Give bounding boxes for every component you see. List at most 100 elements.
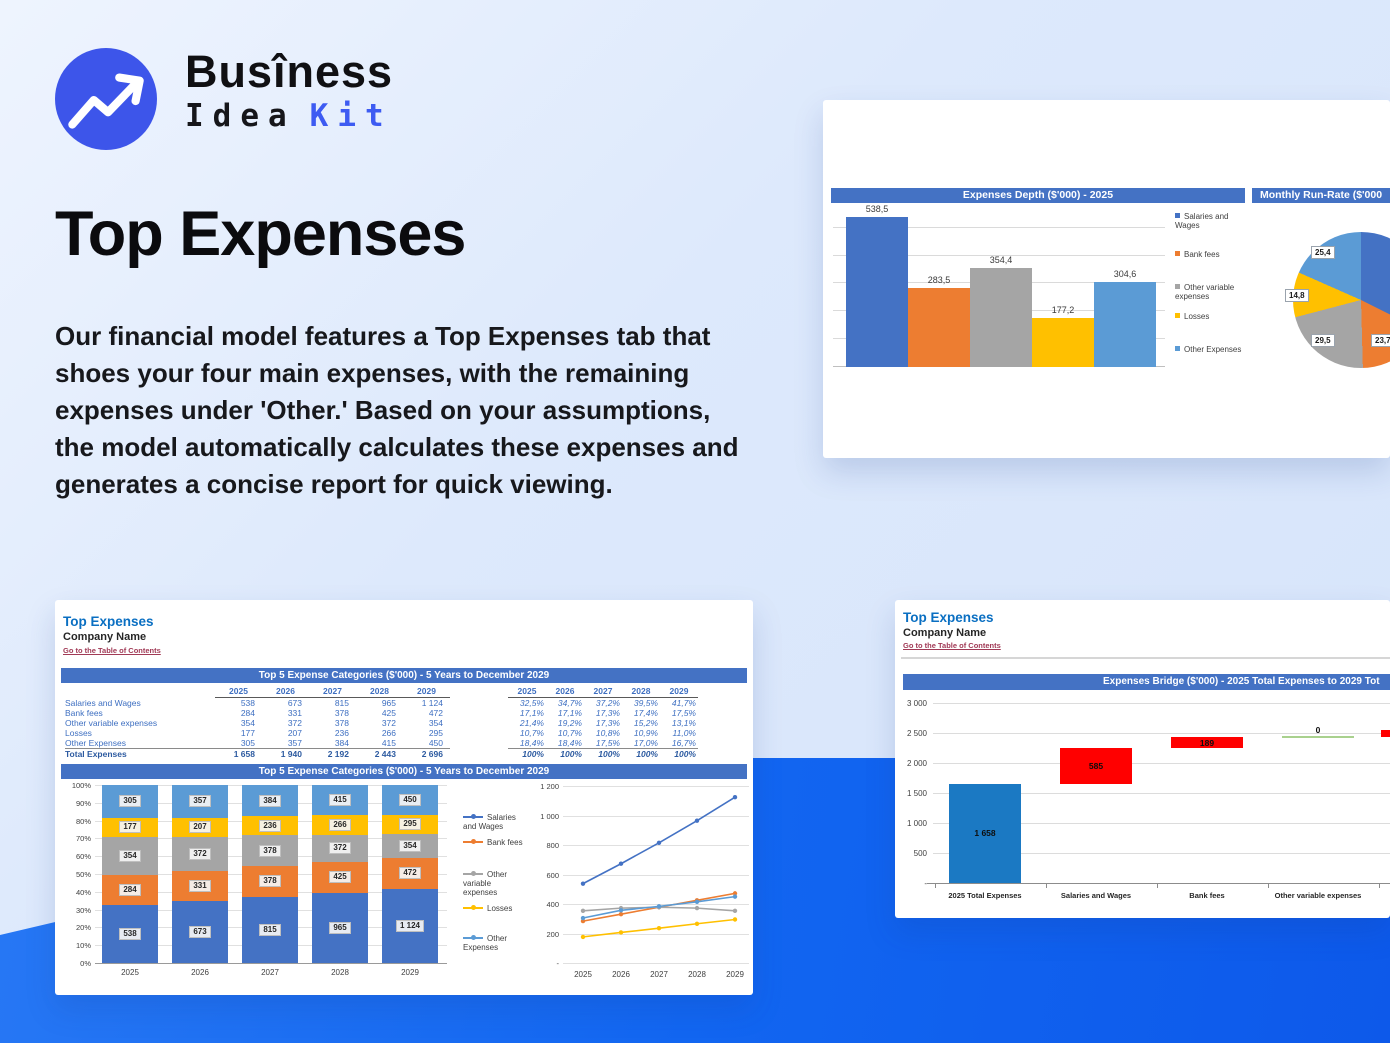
- y-axis-label: -: [556, 959, 560, 968]
- bar-value-label: 354,4: [989, 255, 1013, 266]
- legend-item: Bank fees: [463, 838, 525, 847]
- table-cell: 207: [287, 728, 302, 738]
- logo: Busîness Idea Kit: [55, 48, 393, 150]
- y-axis-label: 60%: [75, 852, 91, 862]
- table-cell: [450, 718, 508, 728]
- stacked-bar-2025: 538 284 354 177 305: [102, 785, 158, 963]
- table-cell: 538: [240, 698, 255, 708]
- legend-line-marker-icon: [463, 935, 483, 940]
- bar-segment: 284: [102, 874, 158, 906]
- bar-segment: 1 124: [382, 888, 438, 963]
- x-axis-label: Salaries and Wages: [1060, 891, 1132, 900]
- segment-value-label: 538: [119, 928, 141, 941]
- logo-word-idea: Idea: [185, 98, 296, 134]
- grid-line: [563, 904, 749, 905]
- table-cell: Other Expenses: [65, 738, 126, 748]
- segment-value-label: 673: [189, 926, 211, 939]
- segment-value-label: 378: [259, 844, 281, 857]
- table-cell: 472: [428, 708, 443, 718]
- segment-value-label: 207: [189, 821, 211, 834]
- bar-segment: 357: [172, 785, 228, 818]
- y-axis-label: 1 500: [906, 789, 927, 798]
- bar-1: [908, 288, 970, 367]
- table-cell: 15,2%: [633, 718, 658, 728]
- logo-wordmark: Busîness Idea Kit: [185, 48, 393, 136]
- grid-line: [563, 786, 749, 787]
- grid-line: [563, 963, 749, 964]
- logo-word-idea-kit: Idea Kit: [185, 96, 393, 136]
- segment-value-label: 415: [329, 794, 351, 807]
- table-cell: 2028: [622, 685, 660, 698]
- hero-paragraph: Our financial model features a Top Expen…: [55, 321, 739, 499]
- table-cell: 236: [334, 728, 349, 738]
- table-cell: [65, 685, 215, 698]
- axis-tick: [1379, 884, 1380, 888]
- logo-trend-up-icon: [55, 48, 157, 150]
- table-cell: 39,5%: [633, 698, 658, 708]
- sheet-title: Top Expenses: [903, 610, 994, 625]
- segment-value-label: 354: [119, 849, 141, 862]
- segment-value-label: 284: [119, 884, 141, 896]
- table-cell: 18,4%: [557, 738, 582, 748]
- legend-item: Losses: [1175, 312, 1251, 321]
- waterfall-bar: 1 658: [949, 783, 1021, 883]
- legend-item: Salaries and Wages: [463, 813, 516, 831]
- x-axis-label: Losses: [1362, 891, 1390, 900]
- table-cell: 1 940: [262, 748, 309, 759]
- table-cell: 17,3%: [595, 718, 620, 728]
- bar-segment: 472: [382, 857, 438, 889]
- segment-value-label: 305: [119, 795, 141, 808]
- axis-tick: [935, 884, 936, 888]
- top5-table-banner: Top 5 Expense Categories ($'000) - 5 Yea…: [61, 668, 747, 683]
- stacked-bar-2028: 965 425 372 266 415: [312, 785, 368, 963]
- table-cell: [450, 728, 508, 738]
- table-cell: 17,1%: [519, 708, 544, 718]
- y-axis-label: 30%: [75, 905, 91, 915]
- table-cell: 331: [287, 708, 302, 718]
- grid-line: [933, 793, 1390, 794]
- legend-item: Other variable expenses: [463, 870, 508, 897]
- expenses-depth-card: Expenses Depth ($'000) - 2025 Monthly Ru…: [823, 100, 1390, 458]
- table-of-contents-link[interactable]: Go to the Table of Contents: [63, 646, 161, 655]
- x-axis-label: 2028: [331, 968, 349, 977]
- table-cell: [450, 748, 508, 759]
- table-cell: 2025: [215, 685, 262, 698]
- top5-chart-banner: Top 5 Expense Categories ($'000) - 5 Yea…: [61, 764, 747, 779]
- bar-2: [970, 268, 1032, 367]
- pie-slice-label: 29,5: [1311, 334, 1335, 347]
- table-cell: 100%: [622, 748, 660, 759]
- segment-value-label: 450: [399, 793, 421, 806]
- table-cell: 965: [381, 698, 396, 708]
- legend-swatch-icon: [1175, 213, 1180, 218]
- legend-item: Losses: [463, 904, 525, 913]
- y-axis-label: 2 000: [906, 759, 927, 768]
- bar-segment: 965: [312, 892, 368, 963]
- table-cell: Salaries and Wages: [65, 698, 141, 708]
- table-cell: 815: [334, 698, 349, 708]
- grid-line: [933, 733, 1390, 734]
- bar-segment: 331: [172, 870, 228, 902]
- table-cell: [450, 738, 508, 748]
- x-axis-line: [95, 963, 447, 964]
- table-of-contents-link[interactable]: Go to the Table of Contents: [903, 641, 1001, 650]
- segment-value-label: 1 124: [395, 919, 425, 932]
- bar-value-label: 177,2: [1051, 304, 1075, 315]
- axis-tick: [1046, 884, 1047, 888]
- table-cell: 1 124: [421, 698, 443, 708]
- y-axis-label: 200: [546, 929, 559, 939]
- top5-table: 2025 2026 2027 2028 2029 2025 2026 2027 2028 2029…: [65, 685, 698, 759]
- segment-value-label: 425: [329, 871, 351, 884]
- segment-value-label: 357: [189, 795, 211, 808]
- table-cell: Losses: [65, 728, 92, 738]
- x-axis-label: Other variable expenses: [1274, 891, 1362, 900]
- grid-line: [833, 254, 1165, 256]
- table-cell: 2028: [356, 685, 403, 698]
- table-cell: 11,0%: [672, 728, 696, 738]
- grid-line: [933, 853, 1390, 854]
- table-cell: 295: [428, 728, 443, 738]
- grid-line: [933, 823, 1390, 824]
- table-cell: 2027: [309, 685, 356, 698]
- x-axis-label: 2029: [726, 970, 744, 979]
- depth-bar-chart: 538,5 283,5 354,4 177,2 304,6: [833, 204, 1165, 367]
- table-cell: 10,7%: [519, 728, 544, 738]
